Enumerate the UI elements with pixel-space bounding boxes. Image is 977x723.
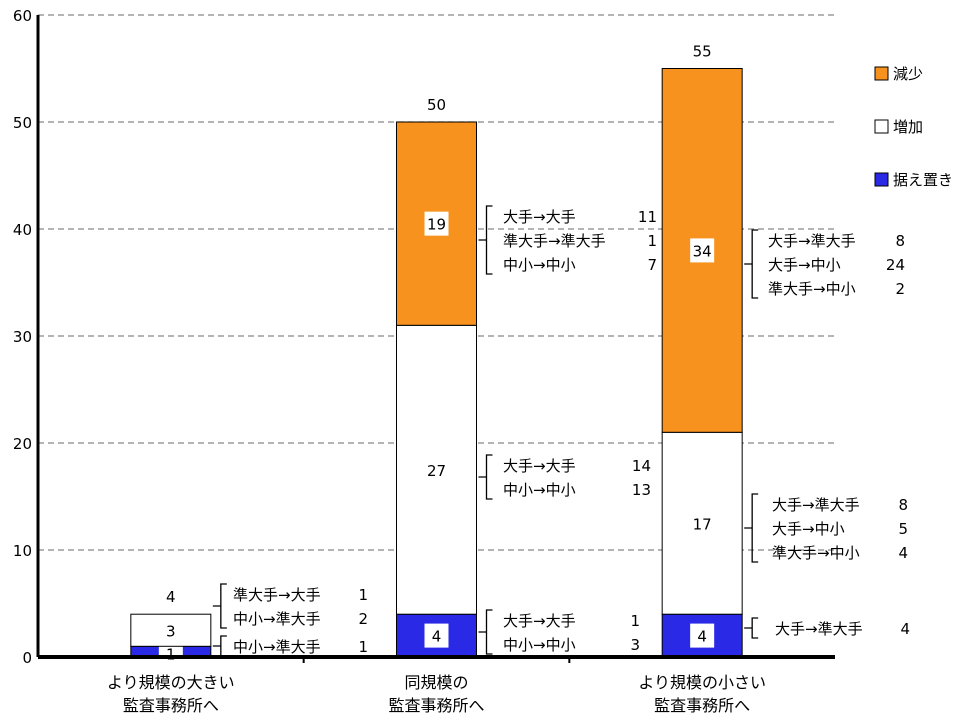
annotation-bracket [744,229,759,299]
annotation-label: 中小→中小 [503,256,576,274]
y-tick-label: 10 [13,542,32,560]
bar-segment [396,324,477,615]
annotation-bracket [478,609,493,655]
annotation-value: 11 [638,208,657,226]
y-tick-label: 20 [13,435,32,453]
bar-segment [661,431,743,615]
y-tick-label: 50 [13,114,32,132]
data-label-box [690,238,715,263]
legend-swatch [874,172,889,187]
annotation-value: 8 [898,496,908,514]
legend-swatch [874,119,889,134]
data-label: 34 [693,242,712,260]
annotation-value: 1 [358,638,368,656]
annotation-label: 中小→準大手 [233,610,321,628]
annotation-value: 5 [898,520,908,538]
y-tick-label: 0 [22,649,32,667]
y-tick-label: 30 [13,328,32,346]
y-tick-label: 60 [13,7,32,25]
x-tick-label: 同規模の [404,673,468,692]
data-label-box [424,211,449,236]
annotation-value: 2 [895,280,905,298]
total-label: 55 [693,43,712,61]
annotation-label: 大手→大手 [503,457,576,475]
annotation-value: 4 [900,620,910,638]
annotation-value: 3 [630,636,640,654]
legend-swatch [874,66,889,81]
annotation-label: 大手→大手 [503,208,576,226]
annotation-label: 大手→準大手 [772,496,860,514]
annotation-label: 準大手→大手 [233,586,321,604]
x-tick-label: 監査事務所へ [388,696,484,715]
annotation-value: 1 [647,232,657,250]
data-label: 27 [427,462,446,480]
annotation-label: 中小→中小 [503,481,576,499]
annotation-label: 準大手→中小 [772,544,860,562]
legend-label: 減少 [893,65,923,83]
bar-segment [130,613,212,647]
annotation-value: 24 [886,256,905,274]
annotation-value: 14 [632,457,651,475]
data-label-box [690,623,715,648]
x-tick-label: 監査事務所へ [123,696,219,715]
annotation-label: 大手→大手 [503,612,576,630]
legend-label: 増加 [893,118,923,136]
y-tick-label: 40 [13,221,32,239]
x-tick-label: より規模の大きい [107,673,235,692]
annotation-value: 2 [358,610,368,628]
annotation-label: 準大手→中小 [768,280,856,298]
total-label: 50 [427,96,446,114]
annotation-label: 中小→中小 [503,636,576,654]
annotation-value: 1 [358,586,368,604]
annotation-value: 8 [895,232,905,250]
annotation-label: 大手→準大手 [775,620,863,638]
annotation-label: 大手→中小 [768,256,841,274]
data-label: 4 [697,628,707,646]
annotation-bracket [212,635,227,657]
data-label: 1 [166,646,176,664]
annotation-value: 13 [632,481,651,499]
annotation-value: 7 [647,256,657,274]
annotation-label: 大手→中小 [772,520,845,538]
data-label: 17 [693,515,712,533]
x-tick-label: 監査事務所へ [654,696,750,715]
annotation-label: 中小→準大手 [233,638,321,656]
data-label: 3 [166,622,176,640]
annotation-bracket [744,493,759,563]
data-label-box [424,623,449,648]
data-label: 19 [427,216,446,234]
annotation-bracket [212,583,227,629]
annotation-label: 大手→準大手 [768,232,856,250]
annotation-value: 4 [898,544,908,562]
annotation-bracket [744,617,759,639]
total-label: 4 [166,588,176,606]
legend-label: 据え置き [893,171,953,189]
annotation-bracket [478,205,493,275]
x-tick-label: より規模の小さい [638,673,766,692]
data-label: 4 [432,628,442,646]
annotation-value: 1 [630,612,640,630]
annotation-bracket [478,454,493,500]
annotation-label: 準大手→準大手 [503,232,606,250]
